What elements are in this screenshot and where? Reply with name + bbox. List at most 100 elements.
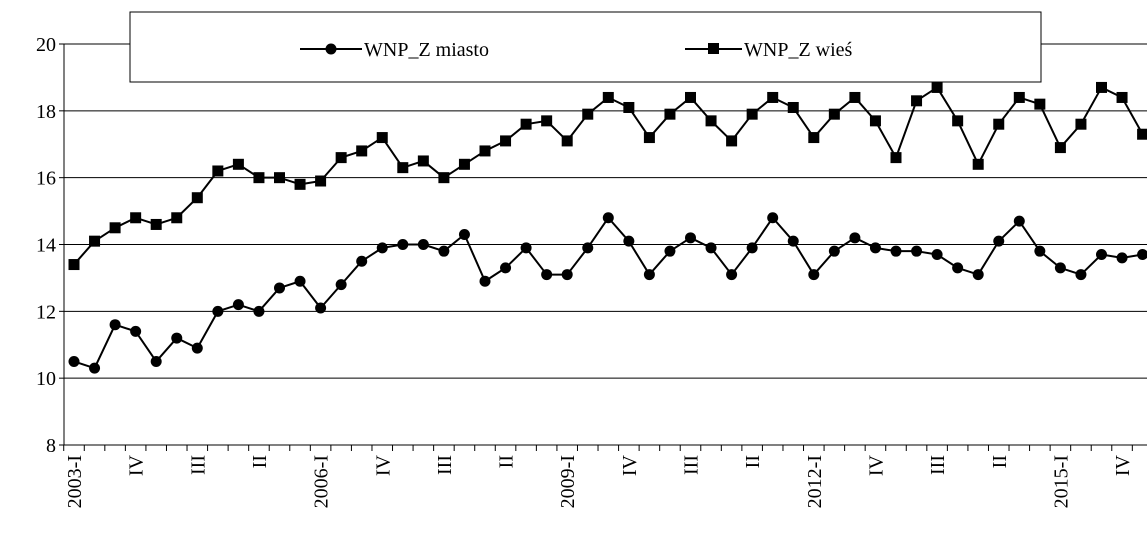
data-point-0 (582, 242, 594, 254)
data-point-0 (808, 269, 820, 281)
data-point-0 (356, 255, 368, 267)
data-point-1 (869, 115, 881, 127)
legend: WNP_Z miasto WNP_Z wieś (129, 11, 1042, 83)
data-point-1 (89, 235, 101, 247)
data-point-1 (458, 158, 470, 170)
data-point-0 (171, 332, 183, 344)
data-point-1 (150, 218, 162, 230)
data-point-1 (685, 91, 696, 103)
data-point-0 (315, 302, 327, 314)
data-point-0 (561, 269, 573, 281)
data-point-1 (109, 222, 121, 234)
data-point-0 (1096, 249, 1107, 261)
data-point-1 (520, 118, 532, 130)
data-point-0 (520, 242, 532, 254)
data-point-0 (438, 245, 450, 257)
x-tick-label: 2015-I (1050, 455, 1072, 508)
data-point-1 (746, 108, 758, 120)
data-point-1 (294, 178, 306, 190)
data-point-0 (1116, 252, 1128, 264)
data-point-0 (253, 305, 265, 317)
data-point-1 (274, 172, 285, 184)
data-point-1 (643, 132, 655, 144)
data-point-1 (253, 172, 265, 184)
x-tick-label: III (927, 455, 949, 475)
legend-box (129, 11, 1042, 83)
y-tick-label: 18 (36, 101, 56, 123)
y-tick-label: 8 (46, 435, 56, 457)
x-tick-label: 2012-I (804, 455, 826, 508)
data-point-0 (931, 249, 943, 261)
x-tick-label: IV (1112, 454, 1134, 476)
x-tick-label: 2006-I (311, 455, 333, 508)
data-point-0 (397, 239, 409, 250)
data-point-1 (1013, 91, 1025, 103)
data-point-1 (130, 212, 142, 224)
data-point-1 (1096, 81, 1107, 93)
data-point-0 (828, 245, 840, 257)
data-point-0 (972, 269, 984, 281)
data-point-1 (1075, 118, 1087, 130)
y-tick-label: 16 (36, 168, 56, 190)
data-point-1 (1116, 91, 1128, 103)
series-lines (68, 81, 1147, 374)
x-tick-label: 2003-I (64, 455, 86, 508)
x-tick-label: II (496, 455, 518, 468)
legend-label-wies: WNP_Z wieś (744, 39, 853, 61)
data-point-0 (602, 212, 614, 224)
data-point-0 (109, 319, 121, 331)
data-point-1 (315, 175, 327, 187)
x-tick-label: IV (619, 454, 641, 476)
data-point-1 (1054, 142, 1066, 154)
data-point-0 (1013, 215, 1025, 227)
x-tick-label: III (187, 455, 209, 475)
data-point-1 (808, 132, 820, 144)
data-point-0 (787, 235, 799, 247)
data-point-0 (150, 355, 162, 367)
data-point-1 (890, 152, 902, 164)
legend-marker-wies (708, 43, 719, 54)
data-point-0 (294, 275, 306, 287)
data-point-0 (911, 245, 923, 257)
data-point-0 (335, 279, 347, 291)
data-point-1 (972, 158, 984, 170)
x-tick-label: II (249, 455, 271, 468)
data-point-0 (479, 275, 491, 287)
series-line-0 (73, 216, 1143, 370)
data-point-0 (376, 242, 388, 254)
x-tick-label: III (434, 455, 456, 475)
data-point-0 (232, 299, 244, 311)
x-tick-label: II (742, 455, 764, 468)
data-point-0 (212, 305, 224, 317)
data-point-0 (685, 232, 696, 244)
x-tick-label: II (989, 455, 1011, 468)
x-tick-label: 2009-I (557, 455, 579, 508)
data-point-0 (1137, 249, 1147, 261)
data-point-0 (1034, 245, 1046, 257)
x-tick-label: IV (865, 454, 887, 476)
data-point-0 (664, 245, 676, 257)
data-point-1 (582, 108, 594, 120)
x-tick-label: IV (126, 454, 148, 476)
data-point-1 (602, 91, 614, 103)
data-point-0 (643, 269, 655, 281)
y-tick-label: 12 (36, 301, 56, 323)
legend-marker-miasto (325, 43, 337, 55)
data-point-1 (726, 135, 738, 147)
data-point-1 (438, 172, 450, 184)
data-point-1 (356, 145, 368, 157)
x-tick-label: IV (372, 454, 394, 476)
data-point-0 (191, 342, 203, 354)
data-point-1 (993, 118, 1005, 130)
y-tick-label: 10 (36, 368, 56, 390)
data-point-0 (726, 269, 738, 281)
data-point-0 (89, 362, 101, 374)
data-point-0 (767, 212, 779, 224)
data-point-1 (705, 115, 717, 127)
data-point-1 (767, 91, 779, 103)
data-point-1 (828, 108, 840, 120)
data-point-0 (1054, 262, 1066, 274)
data-point-0 (993, 235, 1005, 247)
data-point-0 (623, 235, 635, 247)
